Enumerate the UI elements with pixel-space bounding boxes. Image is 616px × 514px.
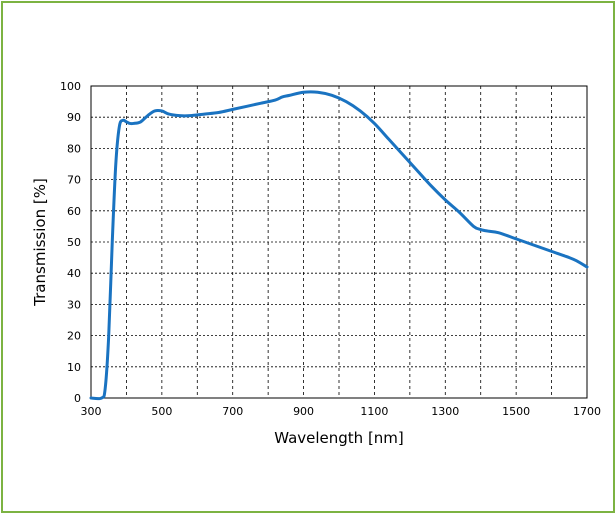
x-tick-label: 700: [222, 405, 243, 418]
tick-labels: 300 500 700 900 1100 1300 1500 1700 0 10 20 30 40 50 6…: [60, 80, 601, 418]
y-tick-label: 80: [67, 142, 81, 155]
x-axis-label: Wavelength [nm]: [274, 429, 404, 447]
y-tick-label: 70: [67, 174, 81, 187]
x-tick-label: 1300: [431, 405, 459, 418]
x-tick-label: 900: [293, 405, 314, 418]
y-tick-label: 10: [67, 361, 81, 374]
x-tick-label: 300: [81, 405, 102, 418]
x-tick-label: 1100: [360, 405, 388, 418]
y-tick-label: 20: [67, 330, 81, 343]
y-tick-label: 0: [74, 392, 81, 405]
x-tick-label: 1500: [502, 405, 530, 418]
transmission-curve: [89, 90, 589, 401]
y-axis-label: Transmission [%]: [31, 178, 49, 307]
grid: [91, 86, 587, 398]
y-tick-label: 40: [67, 267, 81, 280]
y-tick-label: 60: [67, 205, 81, 218]
y-tick-label: 50: [67, 236, 81, 249]
y-tick-label: 30: [67, 298, 81, 311]
x-tick-label: 500: [151, 405, 172, 418]
y-tick-label: 90: [67, 111, 81, 124]
x-tick-label: 1700: [573, 405, 601, 418]
y-tick-label: 100: [60, 80, 81, 93]
plot-area-border: [90, 85, 588, 399]
